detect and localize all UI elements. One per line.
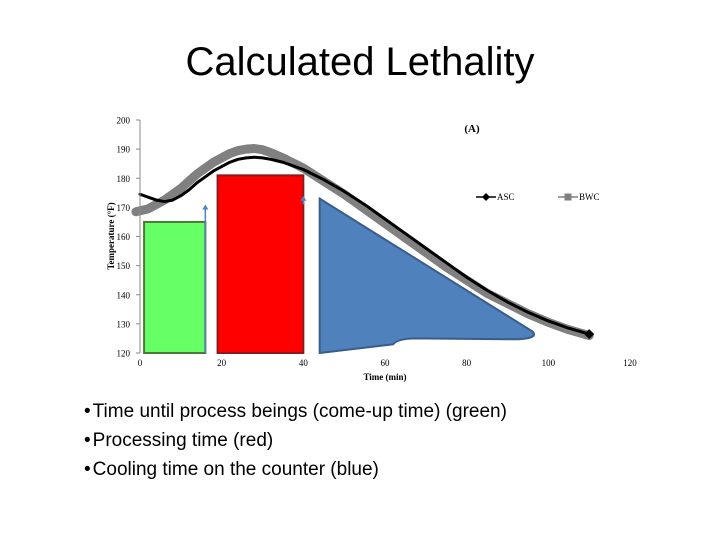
legend-label-bwc: BWC: [579, 192, 600, 202]
x-tick-label-20: 20: [217, 358, 227, 368]
x-tick-label-60: 60: [381, 358, 391, 368]
x-tick-label-0: 0: [138, 358, 143, 368]
bullet-processing-time: Processing time (red): [84, 426, 507, 455]
legend-marker-bwc: [564, 193, 572, 201]
y-tick-label-140: 140: [117, 290, 131, 300]
bullet-cooling-time: Cooling time on the counter (blue): [84, 455, 507, 484]
series-line-asc: [138, 155, 591, 336]
panel-label: (A): [464, 123, 480, 135]
y-tick-label-120: 120: [117, 349, 131, 359]
x-axis-title: Time (min): [363, 372, 406, 382]
phase-layer: [143, 174, 536, 355]
bullet-list: Time until process beings (come-up time)…: [84, 397, 507, 484]
slide-title: Calculated Lethality: [185, 40, 535, 84]
legend-marker-asc: [482, 193, 490, 201]
phase-blue-cooling: [318, 196, 536, 355]
y-tick-label-170: 170: [117, 203, 131, 213]
x-tick-label-40: 40: [299, 358, 309, 368]
phase-green-come-up: [143, 220, 207, 354]
phase-arrowhead-1: [300, 195, 307, 201]
series-layer: [131, 144, 595, 341]
x-tick-label-100: 100: [542, 358, 556, 368]
y-axis-title: Temperature (°F): [106, 202, 116, 269]
x-tick-label-120: 120: [623, 358, 637, 368]
axis-layer: 120 130 140 150 160 170 180 190 200 0 20 40 60 80 100 1…: [117, 116, 638, 369]
legend-label-asc: ASC: [497, 192, 515, 202]
y-tick-label-150: 150: [117, 261, 131, 271]
y-tick-label-130: 130: [117, 319, 131, 329]
bullet-come-up-time: Time until process beings (come-up time)…: [84, 397, 507, 426]
arrow-layer: [202, 195, 307, 353]
phase-arrowhead-0: [202, 204, 209, 210]
y-tick-label-200: 200: [117, 116, 131, 126]
legend: ASC BWC: [476, 192, 600, 202]
series-endpoint-asc: [584, 329, 595, 340]
y-tick-label-180: 180: [117, 174, 131, 184]
y-tick-label-160: 160: [117, 232, 131, 242]
phase-red-processing: [216, 174, 305, 354]
series-line-bwc: [131, 144, 594, 341]
x-tick-label-80: 80: [462, 358, 472, 368]
y-tick-label-190: 190: [117, 145, 131, 155]
